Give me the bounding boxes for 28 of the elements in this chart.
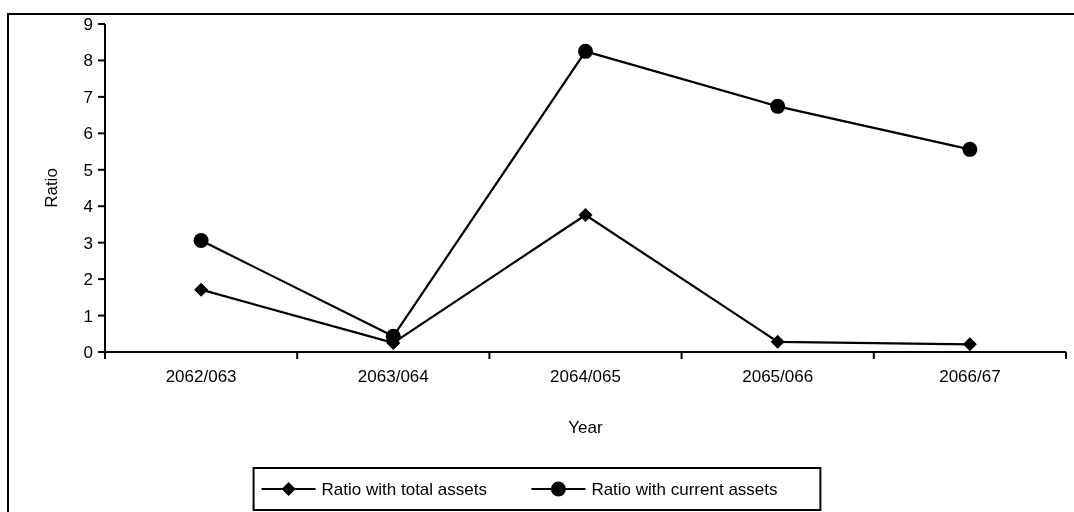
y-axis-title: Ratio xyxy=(42,168,61,208)
point xyxy=(770,334,785,349)
point xyxy=(770,98,786,114)
x-tick-label: 2066/67 xyxy=(939,367,1001,386)
x-tick-label: 2064/065 xyxy=(550,367,621,386)
legend-label: Ratio with total assets xyxy=(321,479,487,499)
point xyxy=(578,207,593,222)
y-tick-label: 0 xyxy=(83,342,93,362)
x-tick-label: 2065/066 xyxy=(742,367,814,386)
legend-label: Ratio with current assets xyxy=(591,479,778,499)
point xyxy=(193,232,209,248)
x-tick-label: 2063/064 xyxy=(357,367,429,386)
y-tick-label: 6 xyxy=(83,124,93,144)
point xyxy=(194,282,209,297)
y-tick-label: 9 xyxy=(83,14,93,34)
y-tick-label: 7 xyxy=(83,87,93,107)
point xyxy=(962,141,978,157)
y-tick-label: 3 xyxy=(83,233,93,253)
x-tick-label: 2062/063 xyxy=(165,367,237,386)
y-tick-label: 4 xyxy=(83,197,93,217)
y-tick-label: 2 xyxy=(83,270,93,290)
y-tick-label: 5 xyxy=(83,160,93,180)
point xyxy=(578,43,593,59)
y-tick-label: 8 xyxy=(83,51,93,71)
x-axis-title: Year xyxy=(568,418,604,437)
y-tick-label: 1 xyxy=(83,306,93,326)
point xyxy=(962,337,977,352)
point xyxy=(385,328,401,344)
